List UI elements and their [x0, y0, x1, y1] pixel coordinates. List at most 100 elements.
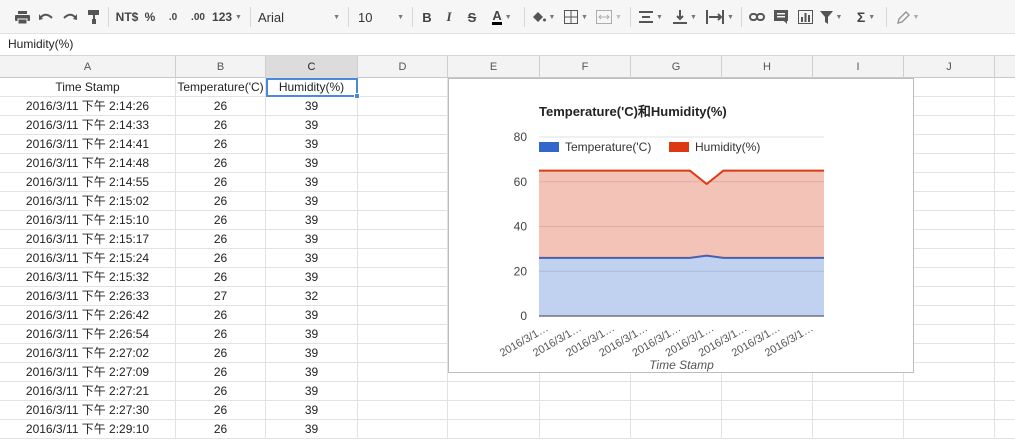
temperature-cell[interactable]: 26: [176, 97, 266, 116]
empty-cell[interactable]: [540, 401, 631, 420]
empty-cell[interactable]: [631, 420, 722, 439]
empty-cell[interactable]: [448, 382, 540, 401]
column-header-d[interactable]: D: [358, 56, 448, 78]
temperature-cell[interactable]: 26: [176, 268, 266, 287]
empty-cell[interactable]: [904, 173, 995, 192]
humidity-cell[interactable]: 39: [266, 116, 358, 135]
humidity-cell[interactable]: 39: [266, 344, 358, 363]
timestamp-cell[interactable]: 2016/3/11 下午 2:14:41: [0, 135, 176, 154]
header-cell[interactable]: Time Stamp: [0, 78, 176, 97]
print-icon[interactable]: [11, 0, 33, 34]
temperature-cell[interactable]: 26: [176, 306, 266, 325]
timestamp-cell[interactable]: 2016/3/11 下午 2:15:32: [0, 268, 176, 287]
text-wrap-dropdown[interactable]: ▼: [704, 0, 736, 34]
temperature-cell[interactable]: 26: [176, 173, 266, 192]
column-header-g[interactable]: G: [631, 56, 722, 78]
empty-cell[interactable]: [904, 78, 995, 97]
temperature-cell[interactable]: 26: [176, 382, 266, 401]
empty-cell[interactable]: [358, 78, 448, 97]
empty-cell[interactable]: [904, 97, 995, 116]
empty-cell[interactable]: [358, 382, 448, 401]
column-header-e[interactable]: E: [448, 56, 540, 78]
temperature-cell[interactable]: 26: [176, 154, 266, 173]
bold-button[interactable]: B: [422, 9, 432, 25]
empty-cell[interactable]: [904, 401, 995, 420]
empty-cell[interactable]: [448, 420, 540, 439]
empty-cell[interactable]: [358, 116, 448, 135]
empty-cell[interactable]: [813, 382, 904, 401]
humidity-cell[interactable]: 39: [266, 420, 358, 439]
empty-cell[interactable]: [358, 97, 448, 116]
borders-dropdown[interactable]: ▼: [561, 0, 591, 34]
humidity-cell[interactable]: 32: [266, 287, 358, 306]
paint-format-icon[interactable]: [83, 0, 105, 34]
humidity-cell[interactable]: 39: [266, 363, 358, 382]
filter-dropdown[interactable]: ▼: [817, 0, 845, 34]
temperature-cell[interactable]: 26: [176, 211, 266, 230]
empty-cell[interactable]: [358, 173, 448, 192]
empty-cell[interactable]: [904, 154, 995, 173]
temperature-cell[interactable]: 26: [176, 325, 266, 344]
humidity-cell[interactable]: 39: [266, 249, 358, 268]
empty-cell[interactable]: [904, 230, 995, 249]
empty-cell[interactable]: [358, 211, 448, 230]
empty-cell[interactable]: [904, 249, 995, 268]
temperature-cell[interactable]: 26: [176, 420, 266, 439]
humidity-cell[interactable]: 39: [266, 192, 358, 211]
text-color-dropdown[interactable]: A ▼: [485, 0, 519, 34]
humidity-cell[interactable]: 39: [266, 230, 358, 249]
humidity-cell[interactable]: 39: [266, 401, 358, 420]
empty-cell[interactable]: [904, 116, 995, 135]
currency-format-button[interactable]: NT$: [115, 10, 139, 24]
timestamp-cell[interactable]: 2016/3/11 下午 2:27:02: [0, 344, 176, 363]
timestamp-cell[interactable]: 2016/3/11 下午 2:15:24: [0, 249, 176, 268]
timestamp-cell[interactable]: 2016/3/11 下午 2:26:33: [0, 287, 176, 306]
humidity-cell[interactable]: 39: [266, 268, 358, 287]
number-format-dropdown[interactable]: 123 ▼: [211, 0, 243, 34]
empty-cell[interactable]: [358, 344, 448, 363]
italic-button[interactable]: I: [446, 9, 452, 24]
insert-link-icon[interactable]: [746, 0, 768, 34]
empty-cell[interactable]: [904, 268, 995, 287]
empty-cell[interactable]: [358, 154, 448, 173]
timestamp-cell[interactable]: 2016/3/11 下午 2:26:54: [0, 325, 176, 344]
empty-cell[interactable]: [358, 249, 448, 268]
undo-icon[interactable]: [35, 0, 57, 34]
empty-cell[interactable]: [358, 192, 448, 211]
timestamp-cell[interactable]: 2016/3/11 下午 2:27:30: [0, 401, 176, 420]
empty-cell[interactable]: [904, 287, 995, 306]
temperature-cell[interactable]: 27: [176, 287, 266, 306]
temperature-cell[interactable]: 26: [176, 135, 266, 154]
formula-bar[interactable]: Humidity(%): [0, 34, 1015, 56]
column-header-b[interactable]: B: [176, 56, 266, 78]
humidity-cell[interactable]: 39: [266, 97, 358, 116]
timestamp-cell[interactable]: 2016/3/11 下午 2:15:02: [0, 192, 176, 211]
empty-cell[interactable]: [358, 325, 448, 344]
temperature-cell[interactable]: 26: [176, 116, 266, 135]
column-header-c[interactable]: C: [266, 56, 358, 78]
vertical-align-dropdown[interactable]: ▼: [670, 0, 700, 34]
empty-cell[interactable]: [904, 420, 995, 439]
empty-cell[interactable]: [540, 382, 631, 401]
temperature-cell[interactable]: 26: [176, 344, 266, 363]
column-header-j[interactable]: J: [904, 56, 995, 78]
humidity-cell[interactable]: 39: [266, 173, 358, 192]
empty-cell[interactable]: [813, 401, 904, 420]
percent-format-button[interactable]: %: [144, 10, 156, 24]
empty-cell[interactable]: [722, 401, 813, 420]
empty-cell[interactable]: [904, 344, 995, 363]
insert-comment-icon[interactable]: [770, 0, 792, 34]
temperature-cell[interactable]: 26: [176, 230, 266, 249]
timestamp-cell[interactable]: 2016/3/11 下午 2:14:33: [0, 116, 176, 135]
embedded-chart[interactable]: Temperature('C)和Humidity(%) 0 20 40 60 80 Temp…: [448, 78, 914, 373]
timestamp-cell[interactable]: 2016/3/11 下午 2:15:10: [0, 211, 176, 230]
strikethrough-button[interactable]: S: [467, 9, 477, 25]
column-header-f[interactable]: F: [540, 56, 631, 78]
timestamp-cell[interactable]: 2016/3/11 下午 2:14:48: [0, 154, 176, 173]
timestamp-cell[interactable]: 2016/3/11 下午 2:27:09: [0, 363, 176, 382]
empty-cell[interactable]: [904, 135, 995, 154]
humidity-cell[interactable]: 39: [266, 325, 358, 344]
empty-cell[interactable]: [813, 420, 904, 439]
empty-cell[interactable]: [904, 192, 995, 211]
fill-handle[interactable]: [354, 93, 360, 99]
